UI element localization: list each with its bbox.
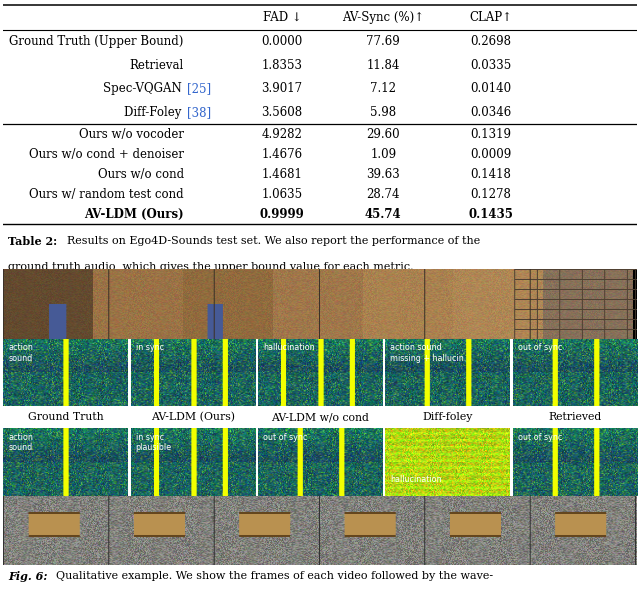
Text: Diff-foley: Diff-foley <box>422 412 472 422</box>
Text: [25]: [25] <box>187 82 211 95</box>
Text: 3.5608: 3.5608 <box>261 105 303 119</box>
Text: hallucination: hallucination <box>263 343 314 352</box>
Text: ground truth audio, which gives the upper bound value for each metric.: ground truth audio, which gives the uppe… <box>8 262 414 272</box>
Text: FAD ↓: FAD ↓ <box>262 11 301 24</box>
Text: Ground Truth (Upper Bound): Ground Truth (Upper Bound) <box>10 35 184 48</box>
Text: 0.2698: 0.2698 <box>470 35 511 48</box>
Text: [38]: [38] <box>187 105 211 119</box>
Text: 1.09: 1.09 <box>371 148 396 160</box>
Text: 45.74: 45.74 <box>365 207 402 221</box>
Text: 0.1278: 0.1278 <box>470 188 511 201</box>
Text: 4.9282: 4.9282 <box>262 128 303 141</box>
Text: 0.0000: 0.0000 <box>261 35 303 48</box>
Text: 1.4676: 1.4676 <box>261 148 303 160</box>
Text: out of sync: out of sync <box>518 343 562 352</box>
Text: Ours w/o cond: Ours w/o cond <box>98 167 184 181</box>
Text: AV-LDM (Ours): AV-LDM (Ours) <box>84 207 184 221</box>
Text: 5.98: 5.98 <box>371 105 396 119</box>
Text: 0.0335: 0.0335 <box>470 58 512 72</box>
Text: action sound
missing + hallucin.: action sound missing + hallucin. <box>390 343 467 363</box>
Text: Ours w/ random test cond: Ours w/ random test cond <box>29 188 184 201</box>
Text: 11.84: 11.84 <box>367 58 400 72</box>
Text: 0.0009: 0.0009 <box>470 148 512 160</box>
Text: Retrieval: Retrieval <box>129 58 184 72</box>
Text: 1.4681: 1.4681 <box>262 167 303 181</box>
Text: AV-LDM (Ours): AV-LDM (Ours) <box>150 412 235 423</box>
Text: 0.9999: 0.9999 <box>260 207 305 221</box>
Text: 1.0635: 1.0635 <box>261 188 303 201</box>
Text: Qualitative example. We show the frames of each video followed by the wave-: Qualitative example. We show the frames … <box>56 572 493 581</box>
Text: 39.63: 39.63 <box>367 167 400 181</box>
Text: 3.9017: 3.9017 <box>261 82 303 95</box>
Text: Ground Truth: Ground Truth <box>28 412 103 422</box>
Text: Ours w/o cond + denoiser: Ours w/o cond + denoiser <box>29 148 184 160</box>
Text: action
sound: action sound <box>8 343 33 363</box>
Text: 29.60: 29.60 <box>367 128 400 141</box>
Text: CLAP↑: CLAP↑ <box>470 11 513 24</box>
Text: Ours w/o vocoder: Ours w/o vocoder <box>79 128 184 141</box>
Text: Results on Ego4D-Sounds test set. We also report the performance of the: Results on Ego4D-Sounds test set. We als… <box>67 236 480 246</box>
Text: AV-Sync (%)↑: AV-Sync (%)↑ <box>342 11 424 24</box>
Text: 0.1319: 0.1319 <box>470 128 511 141</box>
Text: Spec-VQGAN: Spec-VQGAN <box>102 82 184 95</box>
Text: Fig. 6:: Fig. 6: <box>8 572 48 582</box>
Text: Diff-Foley: Diff-Foley <box>124 105 184 119</box>
Text: action
sound: action sound <box>8 433 33 452</box>
Text: 0.0140: 0.0140 <box>470 82 511 95</box>
Text: 0.1418: 0.1418 <box>470 167 511 181</box>
Text: in sync: in sync <box>136 343 164 352</box>
Text: hallucination: hallucination <box>390 474 442 483</box>
Text: 77.69: 77.69 <box>367 35 400 48</box>
Text: AV-LDM w/o cond: AV-LDM w/o cond <box>271 412 369 422</box>
Text: in sync
plausible: in sync plausible <box>136 433 172 452</box>
Text: out of sync: out of sync <box>518 433 562 442</box>
Text: 28.74: 28.74 <box>367 188 400 201</box>
Text: Retrieved: Retrieved <box>548 412 602 422</box>
Text: 0.0346: 0.0346 <box>470 105 512 119</box>
Text: out of sync: out of sync <box>263 433 307 442</box>
Text: Table 2:: Table 2: <box>8 236 58 247</box>
Text: 1.8353: 1.8353 <box>262 58 303 72</box>
Text: 7.12: 7.12 <box>371 82 396 95</box>
Text: 0.1435: 0.1435 <box>468 207 513 221</box>
